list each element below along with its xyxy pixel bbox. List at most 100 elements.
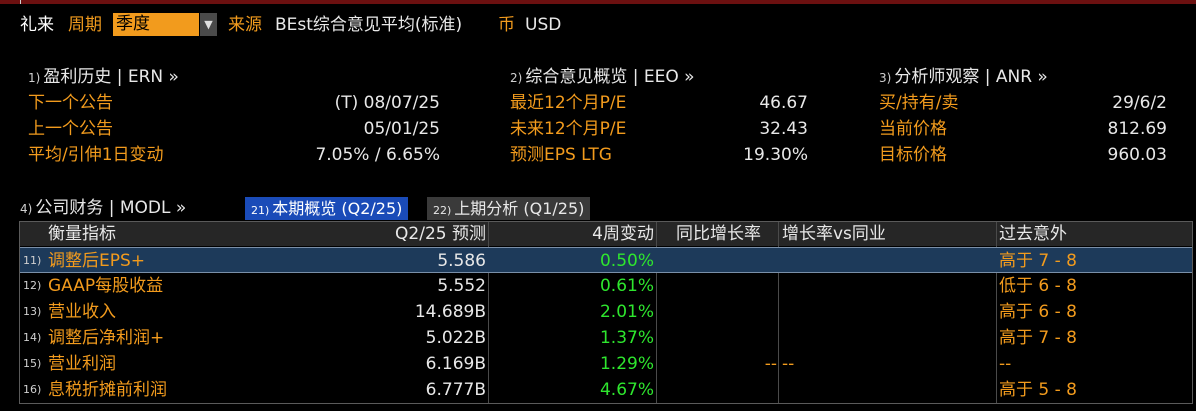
- row-surprise: 高于 7 - 8: [999, 328, 1077, 348]
- table-row[interactable]: 16) 息税折摊前利润 6.777B 4.67% 高于 5 - 8: [20, 377, 1192, 403]
- row-surprise: --: [999, 354, 1012, 374]
- eeo-title: 综合意见概览 | EEO »: [525, 67, 695, 87]
- ern-next-label: 下一个公告: [28, 93, 113, 113]
- anr-rating-value: 29/6/2: [1112, 93, 1167, 113]
- col-yoy[interactable]: 同比增长率: [676, 224, 761, 244]
- eeo-link[interactable]: 2) 综合意见概览 | EEO »: [510, 65, 695, 89]
- row-change: 0.50%: [599, 251, 654, 271]
- modl-num: 4): [20, 202, 33, 216]
- column-divider: [778, 222, 779, 403]
- row-number: 15): [23, 357, 42, 370]
- row-change: 4.67%: [599, 380, 654, 400]
- anr-price-label: 当前价格: [879, 119, 947, 139]
- col-surprise[interactable]: 过去意外: [999, 224, 1067, 244]
- eeo-trailing-pe-value: 46.67: [759, 93, 808, 113]
- table-row[interactable]: 14) 调整后净利润+ 5.022B 1.37% 高于 7 - 8: [20, 325, 1192, 351]
- anr-price-value: 812.69: [1107, 119, 1167, 139]
- row-yoy: [660, 248, 777, 274]
- row-metric[interactable]: 调整后EPS+: [48, 251, 146, 271]
- row-change: 1.37%: [599, 328, 654, 348]
- table-row[interactable]: 15) 营业利润 6.169B 1.29% -- -- --: [20, 351, 1192, 377]
- row-estimate: 6.777B: [425, 380, 486, 400]
- tab-previous-period[interactable]: 22) 上期分析 (Q1/25): [427, 197, 591, 220]
- row-estimate: 5.022B: [425, 328, 486, 348]
- ern-next-value: (T) 08/07/25: [334, 93, 440, 113]
- tab-previous-label: 上期分析 (Q1/25): [454, 199, 585, 218]
- anr-target-value: 960.03: [1107, 145, 1167, 165]
- table-row[interactable]: 11) 调整后EPS+ 5.586 0.50% 高于 7 - 8: [20, 247, 1192, 273]
- ern-link[interactable]: 1) 盈利历史 | ERN »: [28, 65, 179, 89]
- source-label: 来源: [228, 15, 262, 35]
- col-vs-industry[interactable]: 增长率vs同业: [782, 224, 886, 244]
- currency-value[interactable]: USD: [525, 15, 562, 35]
- company-name: 礼来: [20, 15, 54, 35]
- row-number: 14): [23, 331, 42, 344]
- modl-link[interactable]: 4) 公司财务 | MODL »: [20, 196, 186, 220]
- anr-target-label: 目标价格: [879, 145, 947, 165]
- period-dropdown[interactable]: 季度 ▼: [113, 13, 217, 36]
- row-yoy: --: [764, 354, 777, 374]
- row-surprise: 高于 5 - 8: [999, 380, 1077, 400]
- anr-link[interactable]: 3) 分析师观察 | ANR »: [879, 65, 1048, 89]
- tab-current-period[interactable]: 21) 本期概览 (Q2/25): [245, 197, 409, 220]
- column-divider: [488, 222, 489, 403]
- ern-last-value: 05/01/25: [363, 119, 440, 139]
- ern-avg-label: 平均/引伸1日变动: [28, 145, 164, 165]
- eeo-forward-pe-label: 未来12个月P/E: [510, 119, 627, 139]
- eeo-ltg-value: 19.30%: [743, 145, 808, 165]
- eeo-num: 2): [510, 71, 523, 85]
- chevron-down-icon[interactable]: ▼: [200, 13, 217, 36]
- tab-current-label: 本期概览 (Q2/25): [272, 199, 403, 218]
- col-metric[interactable]: 衡量指标: [48, 224, 116, 244]
- period-value[interactable]: 季度: [113, 13, 199, 36]
- row-metric[interactable]: 息税折摊前利润: [48, 380, 167, 400]
- source-value[interactable]: BEst综合意见平均(标准): [275, 15, 463, 35]
- eeo-trailing-pe-label: 最近12个月P/E: [510, 93, 627, 113]
- row-metric[interactable]: 调整后净利润+: [48, 328, 165, 348]
- row-surprise: 高于 7 - 8: [999, 251, 1077, 271]
- row-metric[interactable]: GAAP每股收益: [48, 276, 164, 296]
- anr-title: 分析师观察 | ANR »: [894, 67, 1048, 87]
- top-strip: [0, 0, 1196, 4]
- row-estimate: 14.689B: [414, 302, 486, 322]
- ern-avg-value: 7.05% / 6.65%: [315, 145, 440, 165]
- row-estimate: 6.169B: [425, 354, 486, 374]
- col-change[interactable]: 4周变动: [592, 224, 654, 244]
- row-metric[interactable]: 营业利润: [48, 354, 116, 374]
- row-change: 0.61%: [599, 276, 654, 296]
- row-metric[interactable]: 营业收入: [48, 302, 116, 322]
- row-estimate: 5.552: [437, 276, 486, 296]
- row-estimate: 5.586: [437, 251, 486, 271]
- eeo-forward-pe-value: 32.43: [759, 119, 808, 139]
- row-yoy: [660, 299, 777, 325]
- row-surprise: 低于 6 - 8: [999, 276, 1077, 296]
- row-change: 1.29%: [599, 354, 654, 374]
- row-number: 16): [23, 383, 42, 396]
- row-vs-industry: --: [782, 354, 795, 374]
- modl-title: 公司财务 | MODL »: [35, 198, 187, 218]
- tab-previous-num: 22): [433, 204, 452, 217]
- table-row[interactable]: 12) GAAP每股收益 5.552 0.61% 低于 6 - 8: [20, 273, 1192, 299]
- row-yoy: [660, 273, 777, 299]
- anr-rating-label: 买/持有/卖: [879, 93, 959, 113]
- estimates-table: 衡量指标 Q2/25 预测 4周变动 同比增长率 增长率vs同业 过去意外 11…: [19, 221, 1193, 404]
- row-yoy: [660, 325, 777, 351]
- column-divider: [656, 222, 657, 403]
- currency-label: 币: [498, 15, 515, 35]
- row-number: 12): [23, 279, 42, 292]
- col-estimate[interactable]: Q2/25 预测: [395, 224, 486, 244]
- column-divider: [996, 222, 997, 403]
- table-row[interactable]: 13) 营业收入 14.689B 2.01% 高于 6 - 8: [20, 299, 1192, 325]
- period-label: 周期: [68, 15, 102, 35]
- row-surprise: 高于 6 - 8: [999, 302, 1077, 322]
- eeo-ltg-label: 预测EPS LTG: [510, 145, 612, 165]
- table-header: 衡量指标 Q2/25 预测 4周变动 同比增长率 增长率vs同业 过去意外: [20, 222, 1192, 246]
- tab-current-num: 21): [251, 204, 270, 217]
- ern-title: 盈利历史 | ERN »: [43, 67, 179, 87]
- top-strip-tick: [20, 0, 21, 4]
- anr-num: 3): [879, 71, 892, 85]
- ern-last-label: 上一个公告: [28, 119, 113, 139]
- row-number: 13): [23, 305, 42, 318]
- row-change: 2.01%: [599, 302, 654, 322]
- row-number: 11): [23, 254, 42, 267]
